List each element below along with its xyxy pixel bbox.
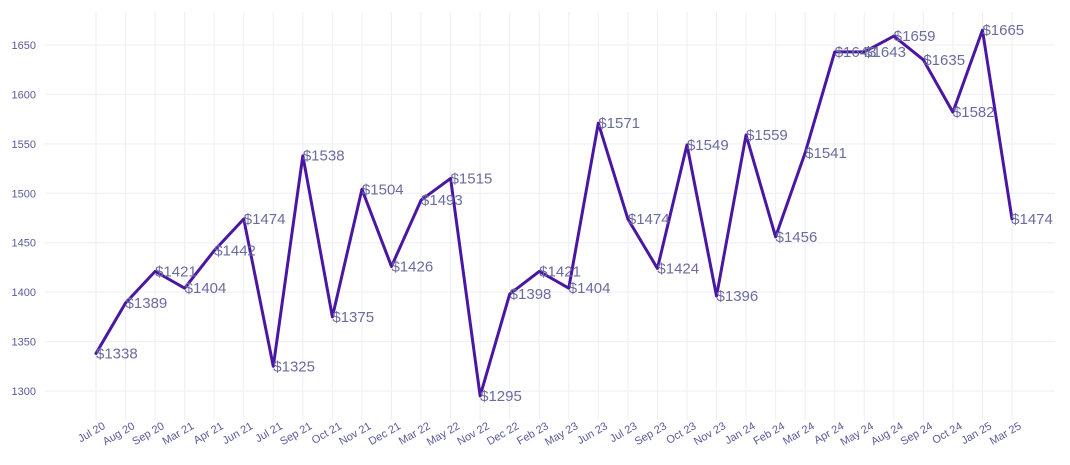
data-label: $1295 <box>480 388 522 405</box>
data-label: $1396 <box>717 288 759 305</box>
data-label: $1389 <box>126 295 168 312</box>
x-tick-label: Jun 23 <box>575 420 610 447</box>
data-label: $1474 <box>628 211 670 228</box>
x-tick-label: Nov 23 <box>692 420 728 448</box>
x-tick-label: Nov 21 <box>337 420 373 448</box>
data-label: $1659 <box>894 28 936 45</box>
x-tick-label: Sep 20 <box>130 420 166 448</box>
x-tick-label: Sep 23 <box>633 420 669 448</box>
x-tick-label: Sep 21 <box>278 420 314 448</box>
data-label: $1325 <box>273 358 315 375</box>
x-tick-label: Feb 24 <box>751 420 787 448</box>
data-label: $1665 <box>982 22 1024 39</box>
x-tick-label: Mar 25 <box>988 420 1024 448</box>
x-tick-label: Aug 24 <box>869 420 905 448</box>
data-label: $1404 <box>569 280 611 297</box>
x-tick-label: Mar 21 <box>160 420 196 448</box>
data-label: $1541 <box>805 145 847 162</box>
x-tick-label: Jan 24 <box>723 420 758 447</box>
data-label: $1635 <box>923 52 965 69</box>
data-label: $1571 <box>598 115 640 132</box>
series-line <box>94 28 1014 398</box>
data-label: $1504 <box>362 181 404 198</box>
x-tick-label: Oct 24 <box>930 420 964 447</box>
data-label: $1474 <box>244 211 286 228</box>
x-tick-label: Jan 25 <box>959 420 994 447</box>
data-label: $1582 <box>953 104 995 121</box>
data-label: $1404 <box>185 280 227 297</box>
y-tick-label: 1400 <box>12 287 36 299</box>
y-tick-label: 1550 <box>12 139 36 151</box>
data-label: $1643 <box>835 44 877 61</box>
x-tick-label: Jun 21 <box>221 420 256 447</box>
x-tick-label: Sep 24 <box>899 420 935 448</box>
data-label: $1398 <box>510 286 552 303</box>
x-tick-label: Apr 21 <box>192 420 226 447</box>
data-label: $1515 <box>451 170 493 187</box>
x-tick-label: Dec 22 <box>485 420 521 448</box>
data-label: $1643 <box>864 44 906 61</box>
x-tick-label: May 22 <box>425 420 462 448</box>
x-tick-label: Dec 21 <box>367 420 403 448</box>
y-tick-label: 1450 <box>12 238 36 250</box>
data-label: $1375 <box>332 309 374 326</box>
y-tick-label: 1600 <box>12 89 36 101</box>
data-label: $1426 <box>391 258 433 275</box>
data-label: $1493 <box>421 192 463 209</box>
data-label: $1442 <box>214 243 256 260</box>
x-tick-label: Nov 22 <box>455 420 491 448</box>
grid-layer <box>45 12 1055 420</box>
data-label: $1538 <box>303 148 345 165</box>
y-tick-label: 1300 <box>12 386 36 398</box>
data-label: $1424 <box>657 260 699 277</box>
x-tick-label: Mar 24 <box>781 420 817 448</box>
x-tick-label: Oct 23 <box>664 420 698 447</box>
y-tick-label: 1350 <box>12 337 36 349</box>
data-label: $1456 <box>776 229 818 246</box>
data-label: $1474 <box>1011 211 1053 228</box>
data-labels: $1338$1389$1421$1404$1442$1474$1325$1538… <box>96 22 1053 405</box>
x-tick-label: Aug 20 <box>101 420 137 448</box>
x-tick-label: Oct 21 <box>310 420 344 447</box>
data-label: $1338 <box>96 345 138 362</box>
y-tick-label: 1650 <box>12 40 36 52</box>
y-tick-label: 1500 <box>12 188 36 200</box>
x-tick-label: May 23 <box>543 420 580 448</box>
data-label: $1559 <box>746 127 788 144</box>
data-label: $1421 <box>539 263 581 280</box>
y-axis: 1300 1350 1400 1450 1500 1550 1600 1650 <box>12 40 36 398</box>
data-label: $1549 <box>687 137 729 154</box>
x-tick-label: May 24 <box>839 420 876 448</box>
data-label: $1421 <box>155 263 197 280</box>
